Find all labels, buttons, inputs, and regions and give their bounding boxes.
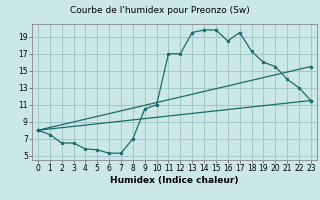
X-axis label: Humidex (Indice chaleur): Humidex (Indice chaleur) [110,176,239,185]
Text: Courbe de l'humidex pour Preonzo (Sw): Courbe de l'humidex pour Preonzo (Sw) [70,6,250,15]
